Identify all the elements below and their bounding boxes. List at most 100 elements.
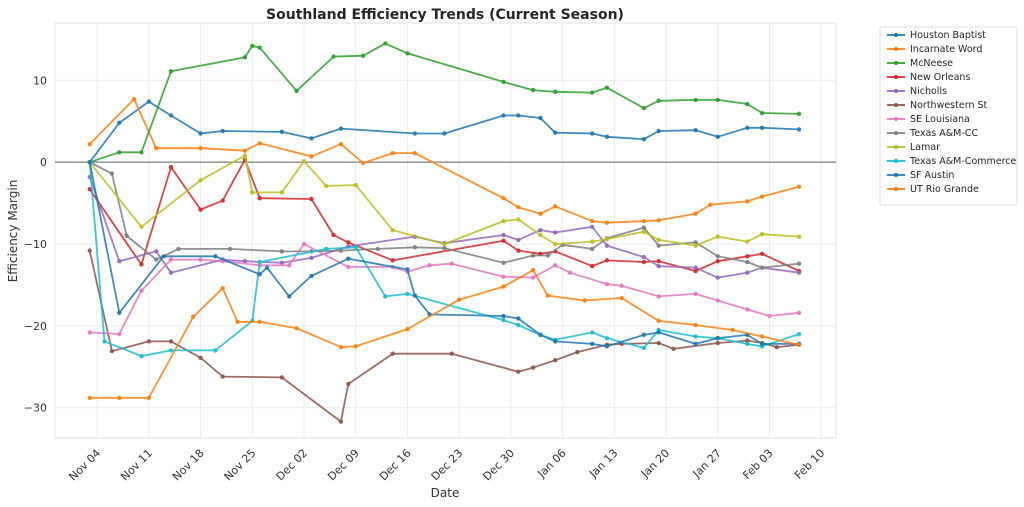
data-point	[693, 268, 698, 274]
data-point	[131, 96, 137, 102]
data-point	[220, 198, 225, 203]
data-point	[242, 148, 248, 153]
data-point	[501, 195, 506, 201]
data-point	[242, 55, 248, 60]
data-point	[449, 351, 454, 356]
y-tick-label: 0	[40, 156, 47, 169]
data-point	[759, 265, 765, 270]
data-point	[353, 245, 358, 250]
data-point	[87, 159, 92, 165]
data-point	[745, 338, 750, 343]
y-tick-label: 10	[33, 74, 47, 87]
data-point	[168, 113, 174, 118]
x-tick-label: Dec 16	[377, 447, 414, 484]
x-tick-label: Feb 03	[740, 447, 775, 482]
data-point	[589, 131, 595, 136]
data-point	[516, 217, 521, 222]
data-point	[715, 258, 720, 264]
x-tick-label: Nov 11	[118, 447, 155, 484]
data-point	[693, 341, 698, 347]
data-point	[604, 344, 610, 349]
data-point	[257, 195, 262, 201]
legend-box	[879, 26, 1018, 206]
data-point	[257, 141, 262, 146]
data-point	[693, 240, 698, 245]
data-point	[759, 334, 765, 339]
data-point	[796, 234, 802, 239]
legend-item: Nicholls	[887, 86, 947, 97]
data-point	[250, 190, 255, 195]
data-point	[176, 246, 181, 252]
legend-swatch-marker	[894, 89, 898, 93]
data-point	[360, 53, 366, 58]
data-point	[759, 110, 765, 116]
data-point	[656, 98, 661, 103]
data-point	[346, 264, 351, 270]
legend-swatch-marker	[894, 131, 898, 135]
data-point	[375, 246, 381, 252]
data-point	[117, 150, 122, 155]
data-point	[589, 239, 595, 244]
data-point	[154, 257, 159, 262]
data-point	[693, 97, 698, 103]
data-point	[745, 239, 750, 244]
series-line	[89, 269, 800, 399]
data-point	[796, 127, 802, 132]
data-point	[198, 257, 203, 262]
data-point	[287, 294, 292, 299]
data-point	[641, 137, 647, 142]
x-tick-label: Dec 02	[274, 447, 311, 484]
data-point	[154, 249, 159, 254]
data-point	[589, 341, 595, 347]
data-point	[87, 330, 92, 335]
data-point	[530, 87, 536, 93]
x-tick-label: Jan 20	[638, 447, 672, 481]
data-point	[715, 134, 720, 139]
data-point	[338, 126, 344, 131]
data-point	[796, 261, 802, 266]
data-point	[331, 54, 336, 59]
data-point	[117, 331, 122, 337]
data-point	[405, 291, 410, 297]
data-point	[604, 134, 610, 139]
data-point	[553, 89, 558, 94]
data-point	[656, 318, 661, 324]
data-point	[449, 261, 454, 266]
data-point	[146, 395, 152, 401]
x-tick-label: Nov 18	[170, 447, 207, 484]
data-point	[745, 259, 750, 265]
data-point	[604, 236, 610, 242]
data-point	[139, 150, 144, 155]
legend-swatch-marker	[894, 117, 898, 121]
data-point	[242, 258, 248, 264]
data-point	[139, 262, 144, 267]
data-point	[641, 332, 647, 338]
data-point	[656, 258, 661, 264]
data-point	[346, 256, 351, 261]
data-point	[641, 345, 647, 351]
legend-swatch-marker	[894, 159, 898, 163]
data-point	[309, 255, 314, 261]
series-line	[88, 250, 800, 423]
data-point	[390, 227, 395, 233]
legend-item: UT Rio Grande	[887, 184, 979, 195]
data-point	[390, 258, 395, 263]
data-point	[383, 294, 388, 299]
data-point	[383, 41, 388, 46]
legend-label: Texas A&M-Commerce	[909, 156, 1017, 167]
data-point	[405, 267, 410, 272]
data-point	[693, 128, 698, 133]
data-point	[190, 314, 196, 320]
data-point	[346, 240, 351, 245]
x-tick-label: Dec 09	[325, 447, 362, 484]
data-point	[745, 307, 750, 312]
data-point	[656, 263, 661, 269]
legend-label: New Orleans	[910, 72, 970, 83]
data-point	[745, 341, 750, 347]
legend-swatch-marker	[894, 145, 898, 149]
data-point	[198, 207, 203, 212]
data-point	[213, 254, 218, 259]
legend-item: Texas A&M-Commerce	[887, 156, 1017, 167]
legend-label: Northwestern St	[910, 100, 988, 111]
data-point	[575, 349, 580, 355]
